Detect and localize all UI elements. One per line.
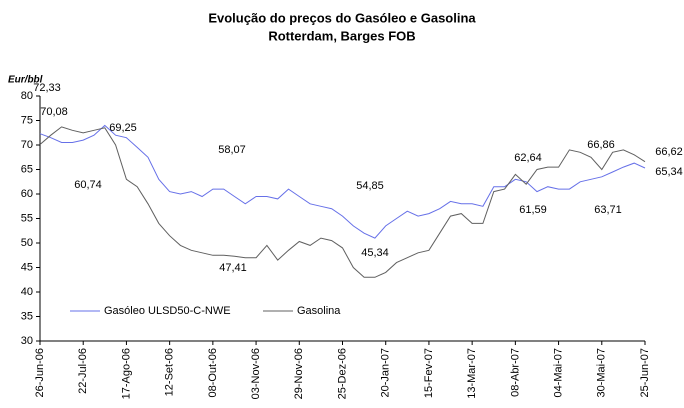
annotation: 63,71 <box>594 204 622 216</box>
x-tick-label: 17-Ago-06 <box>120 348 132 399</box>
x-tick-label: 04-Mai-07 <box>552 348 564 398</box>
chart-subtitle: Rotterdam, Barges FOB <box>268 28 415 43</box>
y-tick-label: 80 <box>21 90 33 102</box>
line-series <box>39 126 646 278</box>
annotation: 61,59 <box>519 204 547 216</box>
y-tick-label: 70 <box>21 139 33 151</box>
y-tick-label: 40 <box>21 286 33 298</box>
y-tick-label: 75 <box>21 114 33 126</box>
y-tick-label: 50 <box>21 237 33 249</box>
y-tick-label: 55 <box>21 212 33 224</box>
chart-title: Evolução do preços do Gasóleo e Gasolina <box>208 10 476 25</box>
line-series <box>39 124 646 239</box>
annotation: 69,25 <box>109 122 137 134</box>
annotation: 45,34 <box>361 247 389 259</box>
annotation: 66,86 <box>587 139 615 151</box>
annotation: 54,85 <box>356 180 384 192</box>
y-tick-label: 30 <box>21 335 33 347</box>
annotation: 60,74 <box>74 179 102 191</box>
y-axis-label: Eur/bbl <box>8 75 43 86</box>
x-tick-label: 25-Jun-07 <box>639 348 651 398</box>
annotation: 70,08 <box>40 106 68 118</box>
x-tick-label: 08-Out-06 <box>207 348 219 398</box>
y-tick-label: 45 <box>21 261 33 273</box>
x-tick-label: 12-Set-06 <box>164 348 176 396</box>
annotation: 72,33 <box>33 82 61 94</box>
x-tick-label: 03-Nov-06 <box>250 348 262 399</box>
x-tick-label: 25-Dez-06 <box>336 348 348 399</box>
x-tick-label: 20-Jan-07 <box>380 348 392 398</box>
annotation: 58,07 <box>218 144 246 156</box>
x-tick-label: 22-Jul-06 <box>77 348 89 394</box>
annotation: 65,34 <box>655 166 683 178</box>
legend-label: Gasolina <box>297 305 341 317</box>
y-tick-label: 35 <box>21 310 33 322</box>
annotation: 66,62 <box>655 146 683 158</box>
x-tick-label: 29-Nov-06 <box>293 348 305 399</box>
annotation: 47,41 <box>219 262 247 274</box>
legend-label: Gasóleo ULSD50-C-NWE <box>104 305 231 317</box>
x-tick-label: 08-Abr-07 <box>509 348 521 397</box>
y-tick-label: 65 <box>21 163 33 175</box>
x-tick-label: 15-Fev-07 <box>423 348 435 398</box>
y-tick-label: 60 <box>21 188 33 200</box>
x-tick-label: 26-Jun-06 <box>34 348 46 398</box>
annotation: 62,64 <box>514 152 542 164</box>
x-tick-label: 13-Mar-07 <box>466 348 478 399</box>
x-tick-label: 30-Mai-07 <box>596 348 608 398</box>
